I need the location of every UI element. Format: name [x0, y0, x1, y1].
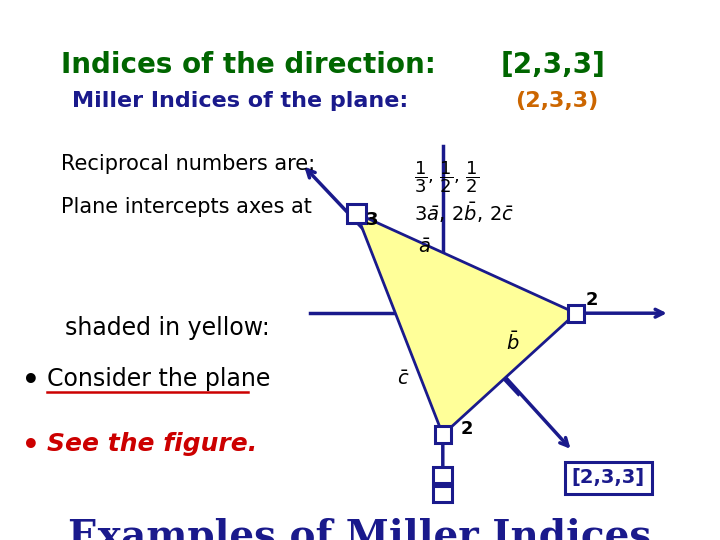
Text: Miller Indices of the plane:: Miller Indices of the plane: [72, 91, 408, 111]
Text: $\dfrac{1}{3},\,\dfrac{1}{2},\,\dfrac{1}{2}$: $\dfrac{1}{3},\,\dfrac{1}{2},\,\dfrac{1}… [414, 159, 480, 195]
Text: 2: 2 [585, 291, 598, 309]
Text: $\bar{c}$: $\bar{c}$ [397, 370, 410, 389]
Text: (2,3,3): (2,3,3) [515, 91, 598, 111]
Polygon shape [356, 213, 576, 435]
Text: See the figure.: See the figure. [47, 432, 257, 456]
Text: Indices of the direction:: Indices of the direction: [61, 51, 436, 79]
Text: Examples of Miller Indices: Examples of Miller Indices [68, 518, 652, 540]
Text: [2,3,3]: [2,3,3] [572, 468, 645, 488]
FancyBboxPatch shape [435, 426, 451, 443]
Text: Consider the plane: Consider the plane [47, 367, 270, 391]
Text: $3\bar{a},\,2\bar{b},\,2\bar{c}$: $3\bar{a},\,2\bar{b},\,2\bar{c}$ [414, 200, 514, 225]
FancyBboxPatch shape [347, 204, 366, 223]
FancyBboxPatch shape [433, 486, 452, 502]
FancyBboxPatch shape [568, 305, 584, 322]
Text: •: • [22, 432, 40, 460]
Text: 3: 3 [366, 211, 378, 228]
Text: shaded in yellow:: shaded in yellow: [65, 316, 269, 340]
FancyBboxPatch shape [433, 467, 452, 483]
Text: Plane intercepts axes at: Plane intercepts axes at [61, 197, 312, 217]
Text: $\bar{b}$: $\bar{b}$ [506, 332, 520, 354]
Text: $\bar{a}$: $\bar{a}$ [418, 238, 431, 256]
Text: Reciprocal numbers are:: Reciprocal numbers are: [61, 154, 315, 174]
Text: [2,3,3]: [2,3,3] [500, 51, 606, 79]
Text: 2: 2 [461, 420, 473, 438]
Text: •: • [22, 367, 40, 395]
